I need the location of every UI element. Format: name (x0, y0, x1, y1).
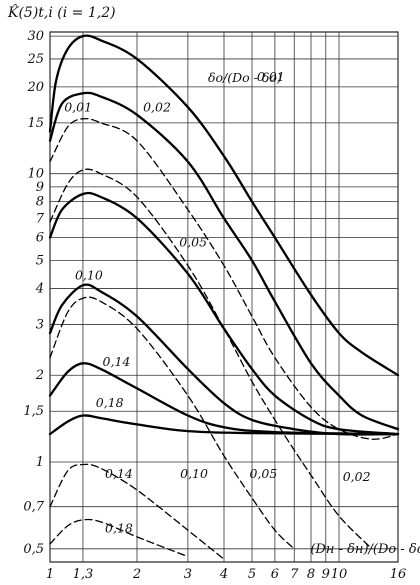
y-axis-label: K̂(5)t,i (i = 1,2) (7, 3, 116, 21)
solid-curve-0-18 (48, 414, 400, 436)
curve-label: 0,14 (103, 354, 131, 369)
y-tick-label: 6 (36, 231, 44, 246)
solid-curve-0-01 (48, 34, 400, 377)
y-tick-label: 10 (27, 167, 44, 182)
solid-curve-0-05 (48, 191, 400, 436)
annotations: 0,01 0,01 0,02 0,05 0,10 0,14 0,18 0,14 0,10 0,05… (64, 69, 370, 536)
y-tick-label: 4 (35, 281, 44, 296)
y-tick-label: 7 (36, 211, 45, 226)
x-tick-label: 10 (331, 567, 348, 582)
y-tick-label: 25 (26, 52, 44, 67)
solid-curve-0-14 (48, 362, 400, 436)
parameter-label: δо/(Dо - δо) (208, 70, 282, 85)
x-tick-label: 7 (290, 567, 299, 582)
x-tick-label: 1,3 (73, 567, 94, 582)
x-axis-label: (Dн - δн)/(Dо - δо) (310, 542, 420, 557)
y-tick-label: 1 (36, 455, 44, 470)
solid-curve-0-10 (48, 283, 400, 436)
x-tick-label: 9 (322, 567, 330, 582)
curve-label: 0,01 (257, 69, 285, 84)
y-tick-label: 3 (36, 317, 44, 332)
x-tick-label: 5 (248, 567, 256, 582)
y-tick-label: 5 (36, 253, 44, 268)
curve-label: 0,14 (105, 466, 133, 481)
curve-label: 0,18 (105, 520, 133, 535)
y-tick-label: 0,5 (23, 542, 44, 557)
y-tick-label: 9 (36, 180, 44, 195)
solid-curve-0-02 (48, 91, 400, 431)
curve-label: 0,10 (75, 267, 103, 282)
x-tick-label: 2 (132, 567, 141, 582)
y-tick-label: 20 (26, 80, 44, 95)
x-tick-label: 6 (271, 567, 279, 582)
y-tick-label: 15 (27, 116, 44, 131)
curves (48, 34, 400, 560)
x-tick-label: 16 (390, 567, 407, 582)
curve-label: 0,18 (96, 395, 124, 410)
x-tick-label: 1 (46, 567, 54, 582)
y-tick-label: 30 (27, 29, 44, 44)
dashed-curve-0-10 (49, 296, 295, 550)
y-tick-label: 1,5 (23, 404, 44, 419)
curve-label: 0,05 (179, 234, 207, 249)
x-tick-label: 3 (184, 567, 192, 582)
y-tick-label: 2 (35, 368, 44, 383)
curve-label: 0,10 (180, 466, 208, 481)
y-tick-label: 0,7 (23, 500, 44, 515)
dashed-curve-0-01 (49, 117, 399, 440)
dashed-curve-0-05 (49, 168, 373, 550)
dashed-curve-0-14 (49, 463, 225, 560)
curve-label: 0,02 (343, 469, 371, 484)
curve-label: 0,01 (64, 100, 92, 115)
curve-label: 0,02 (143, 100, 171, 115)
dashed-curve-0-18 (49, 518, 189, 558)
x-tick-label: 4 (219, 567, 228, 582)
tick-labels: 1 1,3 2 3 4 5 6 7 8 9 10 160,50,711,523456789101520… (23, 29, 406, 582)
x-tick-label: 8 (307, 567, 315, 582)
y-tick-label: 8 (36, 195, 44, 210)
curve-label: 0,05 (249, 466, 277, 481)
